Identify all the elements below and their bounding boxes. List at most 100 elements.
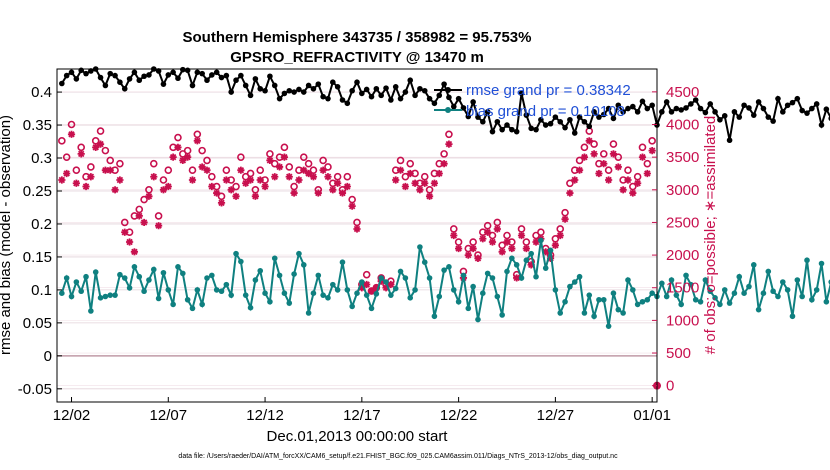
rmse-point-51 — [305, 82, 312, 89]
rmse-point-70 — [397, 95, 404, 102]
rmse-point-36 — [233, 77, 239, 84]
assimilated-marker-92 — [503, 238, 511, 246]
possible-marker-6 — [87, 163, 95, 171]
bias-point-101 — [547, 247, 554, 254]
legend-bias-label: bias grand pr = 0.10108 — [466, 103, 625, 120]
rmse-point-151 — [789, 99, 796, 106]
right-tick-label-1: 500 — [666, 345, 691, 362]
assimilated-marker-59 — [343, 182, 351, 191]
bias-point-125 — [663, 293, 670, 300]
possible-marker-19 — [149, 159, 158, 168]
rmse-point-89 — [489, 128, 496, 135]
rmse-point-106 — [571, 130, 578, 136]
rmse-point-96 — [523, 112, 530, 118]
assimilated-marker-23 — [169, 153, 177, 161]
bias-point-0 — [59, 290, 65, 296]
rmse-point-130 — [688, 101, 694, 107]
assimilated-marker-45 — [275, 163, 284, 171]
rmse-point-54 — [320, 93, 326, 100]
x-axis-label: Dec.01,2013 00:00:00 start — [267, 428, 449, 445]
bias-point-94 — [513, 262, 520, 268]
assimilated-marker-110 — [590, 150, 598, 158]
bias-point-65 — [373, 291, 380, 297]
assimilated-marker-88 — [484, 228, 492, 236]
possible-marker-46 — [280, 143, 289, 152]
assimilated-marker-43 — [266, 156, 274, 165]
bias-point-79 — [441, 267, 447, 273]
rmse-point-62 — [359, 90, 365, 97]
bias-point-152 — [794, 277, 801, 283]
assimilated-marker-53 — [314, 189, 322, 197]
possible-marker-21 — [159, 176, 168, 184]
assimilated-marker-105 — [566, 189, 574, 197]
bias-point-82 — [455, 298, 462, 305]
rmse-point-26 — [184, 67, 191, 74]
bias-point-10 — [107, 292, 114, 298]
bias-point-44 — [271, 255, 278, 262]
possible-marker-121 — [643, 159, 652, 168]
assimilated-marker-118 — [629, 189, 637, 197]
rmse-point-153 — [799, 107, 805, 114]
bias-point-89 — [489, 275, 496, 281]
bias-point-76 — [426, 275, 433, 281]
possible-marker-55 — [324, 163, 332, 171]
bias-point-106 — [571, 279, 578, 285]
left-tick-label-0: -0.05 — [18, 381, 52, 398]
rmse-point-78 — [436, 92, 443, 99]
rmse-point-71 — [402, 89, 409, 95]
plot-frame — [56, 68, 658, 403]
bias-point-109 — [586, 292, 593, 298]
bias-point-21 — [160, 269, 167, 276]
rmse-point-18 — [146, 72, 152, 78]
rmse-point-87 — [480, 118, 486, 125]
assimilated-marker-9 — [101, 166, 109, 174]
assimilated-marker-85 — [469, 244, 477, 253]
bias-point-42 — [262, 290, 268, 296]
x-tick-label-2: 12/12 — [246, 407, 284, 424]
rmse-point-46 — [281, 90, 288, 97]
bias-point-1 — [63, 275, 70, 281]
legend-rmse-marker — [445, 87, 451, 93]
rmse-point-32 — [213, 69, 220, 76]
bias-point-90 — [494, 293, 501, 300]
rmse-point-83 — [460, 105, 467, 111]
bias-point-158 — [823, 298, 830, 305]
assimilated-marker-64 — [367, 287, 376, 295]
rmse-point-140 — [736, 114, 743, 120]
bias-point-29 — [199, 301, 205, 308]
bias-point-60 — [349, 303, 355, 310]
assimilated-marker-32 — [213, 189, 221, 197]
rmse-point-98 — [533, 126, 539, 133]
bias-point-18 — [146, 277, 152, 283]
bias-point-34 — [223, 281, 230, 288]
possible-marker-17 — [140, 195, 148, 204]
rmse-point-156 — [813, 101, 820, 107]
rmse-point-14 — [126, 76, 133, 82]
possible-marker-71 — [401, 172, 410, 181]
bias-point-20 — [155, 295, 162, 302]
rmse-point-40 — [252, 76, 259, 82]
bias-point-50 — [300, 262, 307, 268]
bias-point-14 — [126, 285, 133, 291]
x-axis-ticks: 12/02 12/07 12/12 12/17 12/22 12/27 01/01 — [53, 397, 671, 424]
bias-point-54 — [320, 292, 326, 298]
assimilated-marker-122 — [648, 147, 656, 155]
rmse-point-52 — [310, 85, 317, 92]
assimilated-marker-80 — [445, 140, 453, 148]
possible-marker-50 — [299, 153, 308, 161]
possible-marker-2 — [67, 120, 76, 129]
rmse-point-73 — [412, 92, 418, 99]
possible-marker-3 — [72, 166, 81, 175]
bias-point-99 — [538, 237, 544, 244]
assimilated-marker-108 — [580, 153, 589, 161]
x-tick-label-5: 12/27 — [537, 407, 575, 424]
rmse-point-109 — [586, 123, 593, 130]
assimilated-marker-40 — [251, 192, 259, 200]
assimilated-marker-46 — [280, 153, 289, 161]
bias-point-72 — [407, 295, 414, 301]
possible-marker-47 — [285, 163, 294, 171]
rmse-point-100 — [542, 122, 549, 128]
bias-point-23 — [170, 301, 176, 308]
rmse-point-142 — [746, 105, 752, 111]
